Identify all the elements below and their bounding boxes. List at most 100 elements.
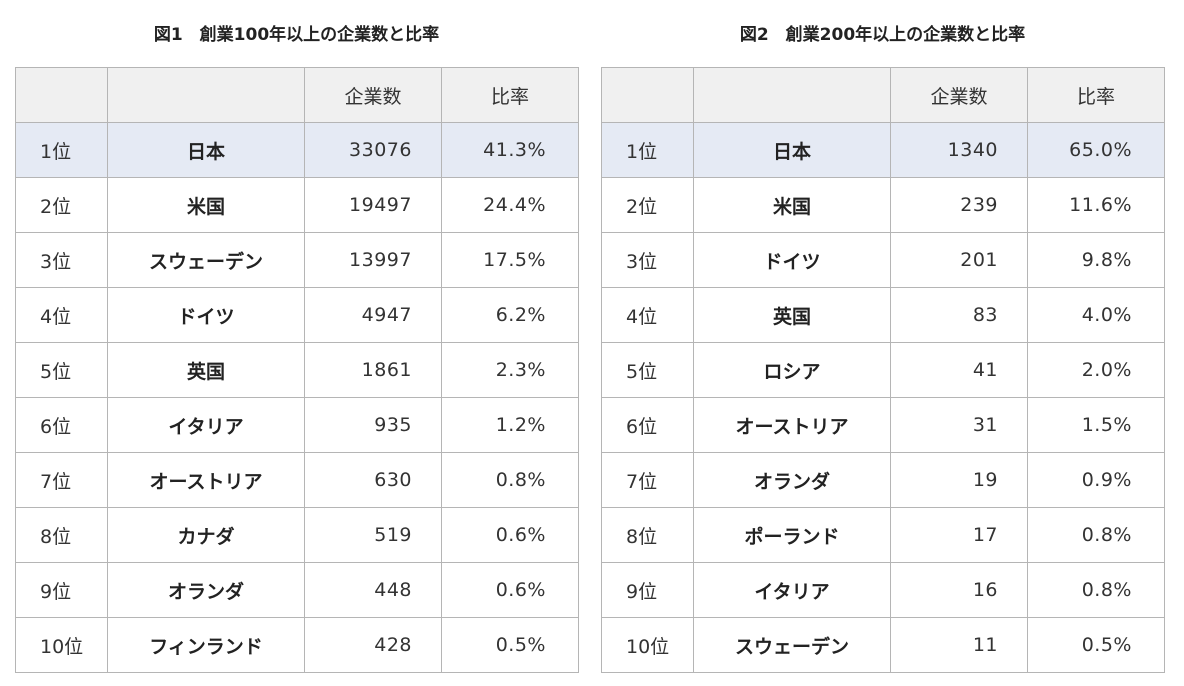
rank-cell: 1位	[601, 122, 694, 178]
country-cell: 米国	[693, 177, 891, 233]
count-cell: 83	[890, 287, 1028, 343]
header-rank	[15, 67, 108, 123]
rank-cell: 2位	[15, 177, 108, 233]
rank-cell: 5位	[601, 342, 694, 398]
table-row: 7位 オーストリア 630 0.8%	[15, 452, 579, 508]
header-country	[107, 67, 305, 123]
header-count: 企業数	[304, 67, 442, 123]
rank-cell: 7位	[601, 452, 694, 508]
count-cell: 4947	[304, 287, 442, 343]
count-cell: 19497	[304, 177, 442, 233]
count-cell: 33076	[304, 122, 442, 178]
table-row: 7位 オランダ 19 0.9%	[601, 452, 1165, 508]
rank-cell: 3位	[601, 232, 694, 288]
rank-cell: 8位	[601, 507, 694, 563]
count-cell: 935	[304, 397, 442, 453]
ratio-cell: 0.6%	[441, 562, 579, 618]
rank-cell: 3位	[15, 232, 108, 288]
country-cell: 日本	[107, 122, 305, 178]
country-cell: カナダ	[107, 507, 305, 563]
count-cell: 630	[304, 452, 442, 508]
country-cell: イタリア	[107, 397, 305, 453]
figure-1-title: 図1 創業100年以上の企業数と比率	[153, 25, 440, 45]
country-cell: 英国	[693, 287, 891, 343]
ratio-cell: 41.3%	[441, 122, 579, 178]
count-cell: 41	[890, 342, 1028, 398]
rank-cell: 5位	[15, 342, 108, 398]
header-ratio: 比率	[1027, 67, 1165, 123]
ratio-cell: 0.5%	[1027, 617, 1165, 673]
rank-cell: 4位	[601, 287, 694, 343]
ratio-cell: 4.0%	[1027, 287, 1165, 343]
count-cell: 201	[890, 232, 1028, 288]
count-cell: 16	[890, 562, 1028, 618]
table-row: 5位 ロシア 41 2.0%	[601, 342, 1165, 398]
ratio-cell: 2.0%	[1027, 342, 1165, 398]
rank-cell: 9位	[15, 562, 108, 618]
rank-cell: 9位	[601, 562, 694, 618]
ratio-cell: 11.6%	[1027, 177, 1165, 233]
count-cell: 17	[890, 507, 1028, 563]
country-cell: 米国	[107, 177, 305, 233]
ratio-cell: 9.8%	[1027, 232, 1165, 288]
count-cell: 11	[890, 617, 1028, 673]
country-cell: ドイツ	[107, 287, 305, 343]
table-row: 10位 スウェーデン 11 0.5%	[601, 617, 1165, 673]
count-cell: 428	[304, 617, 442, 673]
table-header-row: 企業数 比率	[15, 67, 579, 123]
country-cell: オーストリア	[107, 452, 305, 508]
ratio-cell: 24.4%	[441, 177, 579, 233]
count-cell: 1861	[304, 342, 442, 398]
header-ratio: 比率	[441, 67, 579, 123]
table-row: 5位 英国 1861 2.3%	[15, 342, 579, 398]
ratio-cell: 0.8%	[1027, 562, 1165, 618]
country-cell: オランダ	[107, 562, 305, 618]
count-cell: 13997	[304, 232, 442, 288]
count-cell: 1340	[890, 122, 1028, 178]
ratio-cell: 0.8%	[441, 452, 579, 508]
country-cell: スウェーデン	[693, 617, 891, 673]
table-row: 9位 オランダ 448 0.6%	[15, 562, 579, 618]
country-cell: ドイツ	[693, 232, 891, 288]
country-cell: 英国	[107, 342, 305, 398]
table-row: 6位 オーストリア 31 1.5%	[601, 397, 1165, 453]
rank-cell: 6位	[15, 397, 108, 453]
table-row: 6位 イタリア 935 1.2%	[15, 397, 579, 453]
table-row: 1位 日本 1340 65.0%	[601, 122, 1165, 178]
figure-1-table: 企業数 比率 1位 日本 33076 41.3% 2位 米国 19497 24.…	[15, 67, 579, 673]
country-cell: イタリア	[693, 562, 891, 618]
table-row: 3位 スウェーデン 13997 17.5%	[15, 232, 579, 288]
header-count: 企業数	[890, 67, 1028, 123]
table-row: 4位 英国 83 4.0%	[601, 287, 1165, 343]
figure-2-title: 図2 創業200年以上の企業数と比率	[739, 25, 1026, 45]
country-cell: ロシア	[693, 342, 891, 398]
ratio-cell: 0.6%	[441, 507, 579, 563]
country-cell: フィンランド	[107, 617, 305, 673]
table-row: 10位 フィンランド 428 0.5%	[15, 617, 579, 673]
count-cell: 239	[890, 177, 1028, 233]
rank-cell: 1位	[15, 122, 108, 178]
rank-cell: 10位	[601, 617, 694, 673]
country-cell: オーストリア	[693, 397, 891, 453]
ratio-cell: 0.8%	[1027, 507, 1165, 563]
rank-cell: 10位	[15, 617, 108, 673]
ratio-cell: 1.2%	[441, 397, 579, 453]
header-country	[693, 67, 891, 123]
ratio-cell: 65.0%	[1027, 122, 1165, 178]
header-rank	[601, 67, 694, 123]
table-row: 2位 米国 19497 24.4%	[15, 177, 579, 233]
country-cell: スウェーデン	[107, 232, 305, 288]
ratio-cell: 1.5%	[1027, 397, 1165, 453]
rank-cell: 2位	[601, 177, 694, 233]
table-row: 1位 日本 33076 41.3%	[15, 122, 579, 178]
table-row: 4位 ドイツ 4947 6.2%	[15, 287, 579, 343]
table-row: 2位 米国 239 11.6%	[601, 177, 1165, 233]
table-row: 8位 カナダ 519 0.6%	[15, 507, 579, 563]
ratio-cell: 6.2%	[441, 287, 579, 343]
country-cell: 日本	[693, 122, 891, 178]
table-row: 3位 ドイツ 201 9.8%	[601, 232, 1165, 288]
count-cell: 19	[890, 452, 1028, 508]
rank-cell: 7位	[15, 452, 108, 508]
count-cell: 31	[890, 397, 1028, 453]
rank-cell: 4位	[15, 287, 108, 343]
